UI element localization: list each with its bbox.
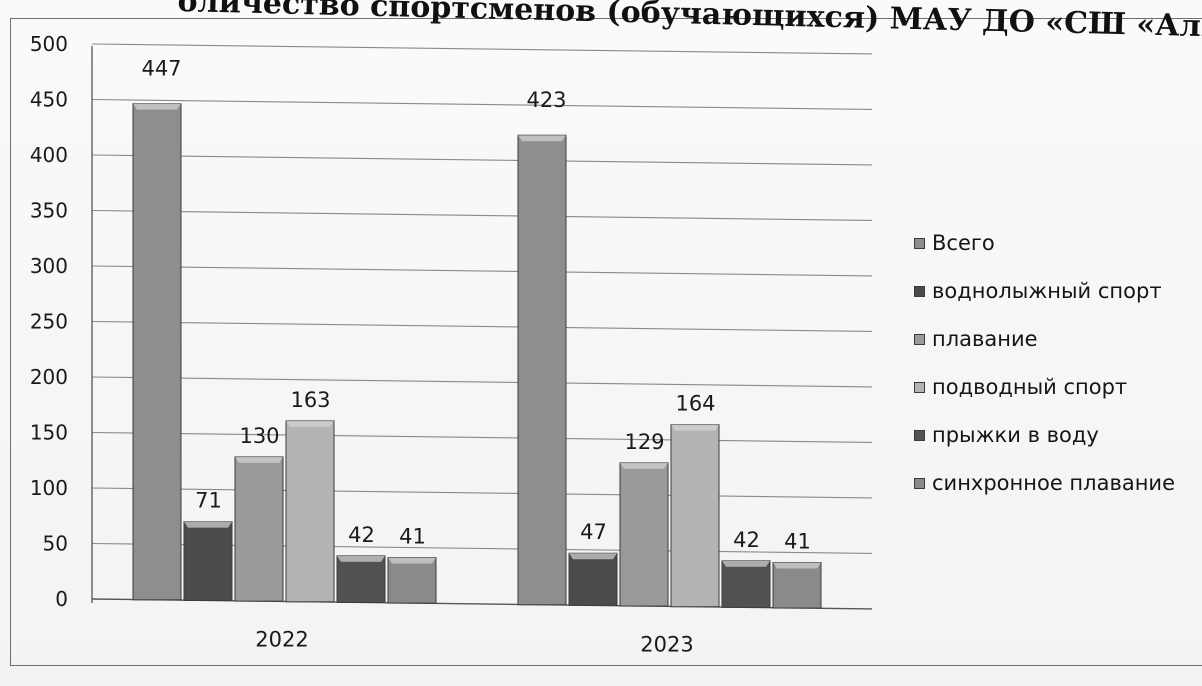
legend-label: Всего <box>932 231 995 255</box>
data-label: 130 <box>239 424 279 448</box>
bar-bevel <box>286 420 334 427</box>
bar-bevel <box>722 560 770 567</box>
legend-label: воднолыжный спорт <box>932 279 1162 303</box>
data-label: 42 <box>348 523 375 547</box>
bar-bevel <box>518 135 566 142</box>
legend-item: прыжки в воду <box>914 420 1175 450</box>
legend-item: подводный спорт <box>914 372 1175 402</box>
gridline <box>91 376 873 388</box>
bar-bevel <box>569 553 617 560</box>
data-label: 71 <box>195 489 222 513</box>
legend-label: плавание <box>932 327 1038 351</box>
y-tick-label: 400 <box>30 143 68 167</box>
bar <box>568 552 618 606</box>
gridline <box>91 431 873 444</box>
y-tick-label: 0 <box>55 587 68 611</box>
bar-bevel <box>388 557 436 564</box>
legend-label: подводный спорт <box>932 375 1128 399</box>
y-tick-label: 50 <box>43 532 68 556</box>
y-tick-label: 200 <box>30 365 68 389</box>
y-tick-label: 350 <box>30 199 68 223</box>
bar <box>387 557 437 604</box>
bar <box>132 103 182 601</box>
bar <box>234 456 284 602</box>
chart-frame <box>10 18 1202 666</box>
bar <box>336 555 386 603</box>
gridline <box>91 320 873 333</box>
gridline <box>91 487 873 499</box>
legend-swatch <box>914 285 925 297</box>
bar-bevel <box>133 103 181 110</box>
x-category-label: 2022 <box>255 627 308 651</box>
data-label: 41 <box>399 525 426 549</box>
legend-label: прыжки в воду <box>932 423 1099 447</box>
gridline <box>91 98 873 111</box>
y-tick-label: 150 <box>30 421 68 445</box>
y-tick-label: 450 <box>30 88 68 112</box>
chart-legend: Всего воднолыжный спорт плавание подводный … <box>914 228 1175 516</box>
legend-item: воднолыжный спорт <box>914 276 1175 306</box>
bar <box>517 134 567 606</box>
bar-bevel <box>773 562 821 569</box>
data-label: 129 <box>624 430 664 454</box>
gridline <box>91 265 873 277</box>
data-label: 164 <box>675 392 715 416</box>
legend-swatch <box>914 477 925 489</box>
legend-item: Всего <box>914 228 1175 258</box>
legend-swatch <box>914 381 925 393</box>
legend-label: синхронное плавание <box>932 471 1175 495</box>
legend-item: плавание <box>914 324 1175 354</box>
bar <box>285 420 335 603</box>
bar-bevel <box>184 521 232 528</box>
legend-swatch <box>914 237 925 249</box>
bar-bevel <box>671 424 719 431</box>
data-label: 42 <box>733 528 760 552</box>
x-category-label: 2023 <box>640 632 693 656</box>
bar-bevel <box>235 456 283 463</box>
gridline <box>91 209 873 222</box>
data-label: 41 <box>784 530 811 554</box>
data-label: 447 <box>141 57 181 81</box>
data-label: 163 <box>290 388 330 412</box>
bar <box>183 521 233 601</box>
legend-swatch <box>914 429 925 441</box>
bar <box>670 424 720 608</box>
legend-item: синхронное плавание <box>914 468 1175 498</box>
y-tick-label: 300 <box>30 254 68 278</box>
data-label: 47 <box>580 520 607 544</box>
bar-bevel <box>620 462 668 469</box>
bar-bevel <box>337 555 385 562</box>
gridline <box>91 43 873 55</box>
bar <box>772 562 822 609</box>
legend-swatch <box>914 333 925 345</box>
data-label: 423 <box>526 88 566 112</box>
gridline <box>91 154 873 166</box>
y-tick-label: 100 <box>30 476 68 500</box>
bar <box>721 560 771 608</box>
y-tick-label: 250 <box>30 310 68 334</box>
y-tick-label: 500 <box>30 32 68 56</box>
bar <box>619 462 669 607</box>
